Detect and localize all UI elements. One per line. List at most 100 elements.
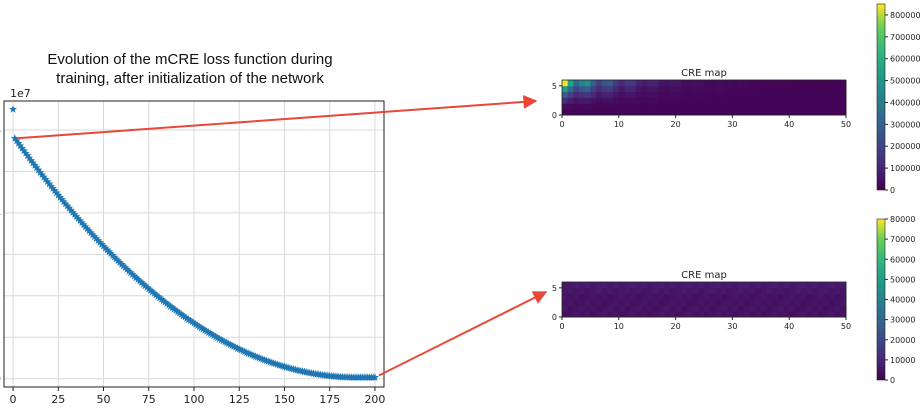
heatmap-cell xyxy=(709,299,716,306)
data-point xyxy=(170,304,179,313)
heatmap-cell xyxy=(743,91,750,98)
heatmap-cell xyxy=(635,293,642,300)
heatmap-cell xyxy=(698,282,705,289)
data-point xyxy=(130,271,139,280)
heatmap-cell xyxy=(635,311,642,318)
heatmap-cell xyxy=(794,282,801,289)
data-point xyxy=(114,256,122,265)
heatmap-cell xyxy=(755,91,762,98)
heatmap-cell xyxy=(596,97,603,104)
heatmap-cell xyxy=(704,305,711,312)
heatmap-cell xyxy=(562,97,569,104)
heatmap-cell xyxy=(647,85,654,93)
heatmap-x-tick-label: 20 xyxy=(671,120,681,129)
heatmap-cell xyxy=(669,80,676,87)
data-point xyxy=(25,153,34,162)
heatmap-cell xyxy=(675,103,682,110)
data-point xyxy=(76,216,84,225)
heatmap-cell xyxy=(777,80,784,87)
heatmap-cell xyxy=(789,293,796,300)
heatmap-cell xyxy=(721,293,728,300)
heatmap-cell xyxy=(652,305,659,312)
data-point xyxy=(52,188,61,197)
heatmap-cell xyxy=(840,305,847,312)
heatmap-cell xyxy=(755,293,762,300)
heatmap-cell xyxy=(590,103,597,110)
heatmap-cell xyxy=(584,97,591,104)
data-point xyxy=(155,293,164,302)
data-point xyxy=(141,281,150,290)
heatmap-cell xyxy=(613,103,620,110)
y-tick-label: 1 xyxy=(0,331,1,344)
heatmap-cell xyxy=(709,287,716,295)
heatmap-cell xyxy=(806,103,813,110)
heatmap-frame xyxy=(561,79,847,116)
colorbar-tick-label: 200000 xyxy=(890,142,921,151)
heatmap-cell xyxy=(828,80,836,87)
y-offset-label: 1e7 xyxy=(10,87,31,100)
heatmap-cell xyxy=(777,103,784,110)
heatmap-cell xyxy=(675,80,682,87)
heatmap-cell xyxy=(817,97,824,104)
heatmap-cell xyxy=(624,85,631,93)
heatmap-cell xyxy=(590,287,597,295)
data-point xyxy=(166,302,175,310)
heatmap-cell xyxy=(669,103,676,110)
heatmap-cell xyxy=(567,103,574,110)
heatmap-cell xyxy=(652,287,659,295)
heatmap-cell xyxy=(567,85,574,93)
heatmap-cell xyxy=(823,311,830,318)
heatmap-cell xyxy=(573,85,580,93)
heatmap-cell xyxy=(811,305,818,312)
heatmap-cell xyxy=(681,103,688,110)
heatmap-cell xyxy=(766,103,773,110)
heatmap-cell xyxy=(698,103,705,110)
data-point xyxy=(168,303,177,312)
heatmap-cell xyxy=(641,103,648,110)
heatmap-cell xyxy=(567,97,574,104)
heatmap-cell xyxy=(721,97,728,104)
data-point xyxy=(204,328,213,336)
data-point xyxy=(171,306,180,314)
heatmap-cell xyxy=(755,299,762,306)
colorbar xyxy=(876,3,886,191)
heatmap-title: CRE map xyxy=(681,270,727,281)
data-point xyxy=(119,261,128,270)
heatmap-x-tick-label: 50 xyxy=(841,120,851,129)
heatmap-cell xyxy=(743,311,750,318)
heatmap-cell xyxy=(635,80,642,87)
heatmap-cell xyxy=(732,282,739,289)
colorbar-tick-label: 50000 xyxy=(890,275,915,284)
heatmap-cell xyxy=(584,287,591,295)
heatmap-cell xyxy=(641,299,648,306)
heatmap-cell xyxy=(834,80,841,87)
heatmap-cell xyxy=(658,97,665,104)
heatmap-y-tick-label: 5 xyxy=(552,82,557,91)
heatmap-cell xyxy=(823,91,830,98)
heatmap-cell xyxy=(692,293,699,300)
data-point xyxy=(94,236,103,244)
heatmap-cell xyxy=(806,305,813,312)
caption-line-2: training, after initialization of the ne… xyxy=(56,70,324,87)
heatmap-cell xyxy=(596,109,603,116)
heatmap-cell xyxy=(834,311,841,318)
heatmap-cell xyxy=(766,97,773,104)
data-point xyxy=(213,333,222,342)
heatmap-cell xyxy=(806,97,813,104)
colorbar-tick-label: 100000 xyxy=(890,164,921,173)
heatmap-cell xyxy=(624,293,631,300)
heatmap-cell xyxy=(647,109,654,116)
heatmap-cell xyxy=(590,305,597,312)
heatmap-cell xyxy=(738,311,745,318)
heatmap-cell xyxy=(618,287,625,295)
heatmap-cell xyxy=(686,293,694,300)
heatmap-cell xyxy=(828,91,836,98)
heatmap-cell xyxy=(828,299,836,306)
heatmap-cell xyxy=(772,293,779,300)
heatmap-cell xyxy=(624,282,631,289)
heatmap-cell xyxy=(686,305,694,312)
heatmap-cell xyxy=(624,80,631,87)
heatmap-cell xyxy=(669,287,676,295)
data-point xyxy=(200,326,209,334)
heatmap-cell xyxy=(783,311,790,318)
